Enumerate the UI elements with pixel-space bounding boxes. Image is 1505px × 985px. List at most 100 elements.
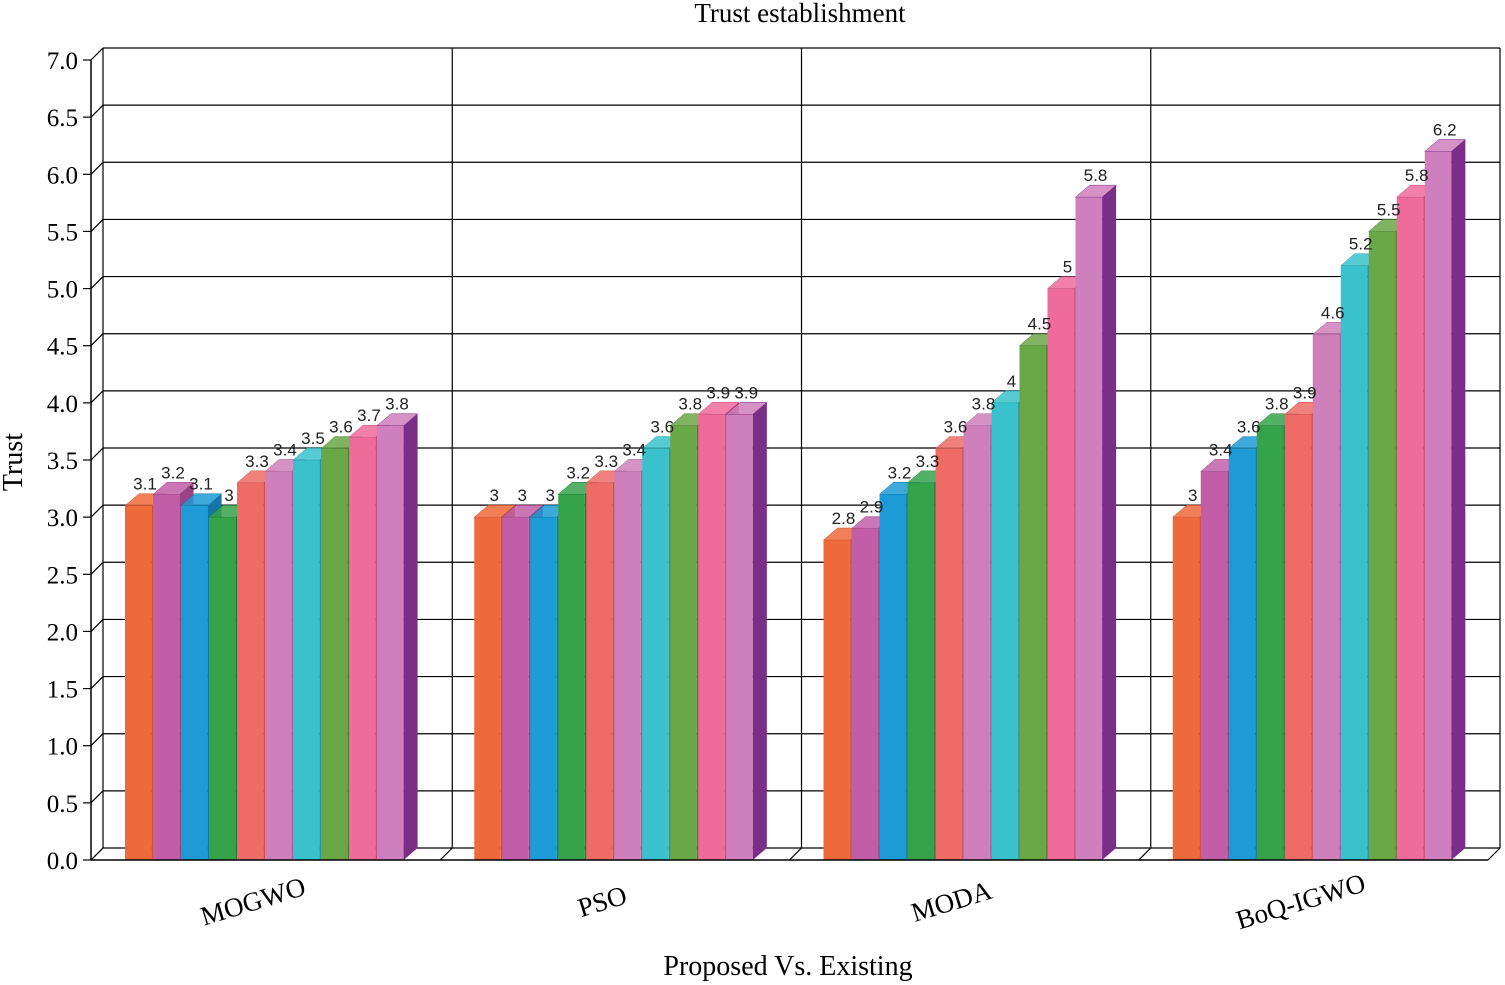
data-label: 3.6 — [329, 418, 353, 437]
bar-side — [403, 413, 418, 860]
bar-front — [1047, 288, 1075, 861]
bar-front — [642, 448, 669, 860]
data-label: 3.1 — [133, 475, 157, 494]
bar-front — [935, 448, 963, 860]
gridline-side — [90, 276, 104, 289]
bar-side — [1451, 139, 1466, 860]
bar-front — [153, 494, 180, 860]
x-tick-label: BoQ-IGWO — [1233, 868, 1369, 936]
bar-front — [726, 414, 753, 860]
data-label: 3.6 — [650, 418, 674, 437]
data-label: 3.6 — [1237, 418, 1261, 437]
bar-front — [349, 437, 376, 860]
bar-front — [991, 402, 1019, 860]
bar-front — [1368, 231, 1396, 860]
bar-front — [851, 528, 879, 860]
y-tick-label: 4.0 — [47, 391, 78, 418]
data-label: 5.8 — [1084, 166, 1108, 185]
gridline-side — [90, 161, 104, 175]
data-label: 5.5 — [1377, 200, 1401, 219]
x-tick-label: MODA — [908, 875, 996, 928]
data-label: 3.2 — [888, 463, 912, 482]
bar-front — [558, 494, 585, 860]
data-label: 4.5 — [1028, 315, 1052, 334]
y-tick-label: 0.0 — [47, 848, 78, 875]
y-tick-label: 1.0 — [47, 734, 78, 761]
gridline-side — [90, 504, 104, 518]
bars-layer — [124, 139, 1467, 861]
y-tick-label: 7.0 — [47, 48, 78, 75]
y-tick-label: 0.5 — [47, 791, 78, 818]
data-label: 3.3 — [245, 452, 269, 471]
data-label: 3 — [1188, 486, 1197, 505]
bar-side — [1102, 185, 1117, 861]
data-label: 3.1 — [189, 475, 213, 494]
bar-front — [614, 471, 641, 860]
data-label: 2.9 — [860, 498, 884, 517]
gridline-side — [90, 104, 104, 118]
bar — [725, 402, 768, 860]
bar-front — [698, 414, 725, 860]
data-label: 5 — [1063, 258, 1072, 277]
floor-line — [439, 847, 453, 861]
gridline-side — [90, 47, 104, 61]
data-label: 3 — [224, 486, 233, 505]
gridline-side — [90, 676, 104, 689]
data-label: 3.5 — [301, 429, 325, 448]
bar-front — [181, 505, 208, 860]
x-tick-label: MOGWO — [197, 871, 309, 931]
floor-line — [1487, 847, 1501, 861]
data-label: 3.9 — [1293, 383, 1317, 402]
floor-line — [789, 847, 802, 861]
data-label: 3.8 — [385, 395, 409, 414]
y-tick-label: 6.0 — [47, 162, 78, 189]
bar-front — [321, 448, 348, 860]
y-tick-label: 1.5 — [47, 677, 78, 704]
bar-front — [125, 505, 152, 860]
bar-front — [1284, 414, 1312, 860]
data-label: 3.4 — [273, 440, 297, 459]
gridline-side — [90, 219, 104, 232]
gridline-side — [90, 333, 104, 347]
data-label: 3 — [546, 486, 555, 505]
y-tick-label: 3.0 — [47, 505, 78, 532]
bar-front — [823, 540, 851, 860]
gridline-side — [90, 390, 104, 404]
data-label: 3.6 — [944, 418, 968, 437]
y-tick-label: 5.5 — [47, 219, 78, 246]
y-tick-label: 5.0 — [47, 277, 78, 304]
y-tick-label: 3.5 — [47, 448, 78, 475]
bar-front — [1424, 151, 1452, 860]
data-label: 3 — [490, 486, 499, 505]
bar-front — [293, 460, 320, 860]
bar-front — [670, 425, 697, 860]
bar — [1424, 139, 1467, 860]
bar-front — [1396, 197, 1424, 861]
data-label: 3.3 — [594, 452, 618, 471]
bar-front — [530, 517, 557, 860]
data-label: 3.4 — [622, 440, 646, 459]
bar-front — [1228, 448, 1256, 860]
data-label: 4 — [1007, 372, 1016, 391]
y-tick-label: 6.5 — [47, 105, 78, 132]
data-label: 2.8 — [832, 509, 856, 528]
bar — [1074, 184, 1117, 861]
bar-front — [502, 517, 529, 860]
y-axis-title: Trust — [0, 433, 29, 491]
bar-front — [237, 482, 264, 860]
data-label: 3.8 — [972, 395, 996, 414]
bar-front — [1200, 471, 1228, 860]
gridline-side — [90, 561, 104, 575]
axes-layer: 0.0 0.5 1.0 1.5 2.0 2.5 3.0 3.5 4.0 4.5 5.0 5.5 6.0 6… — [47, 48, 1488, 935]
data-label: 3.7 — [357, 406, 381, 425]
chart-title: Trust establishment — [694, 0, 906, 28]
bar-front — [474, 517, 501, 860]
y-tick-label: 2.0 — [47, 619, 78, 646]
bar-front — [907, 482, 935, 860]
data-label: 3.8 — [678, 395, 702, 414]
bar-front — [879, 494, 907, 860]
bar-side — [752, 402, 767, 860]
floor-line — [90, 847, 104, 861]
